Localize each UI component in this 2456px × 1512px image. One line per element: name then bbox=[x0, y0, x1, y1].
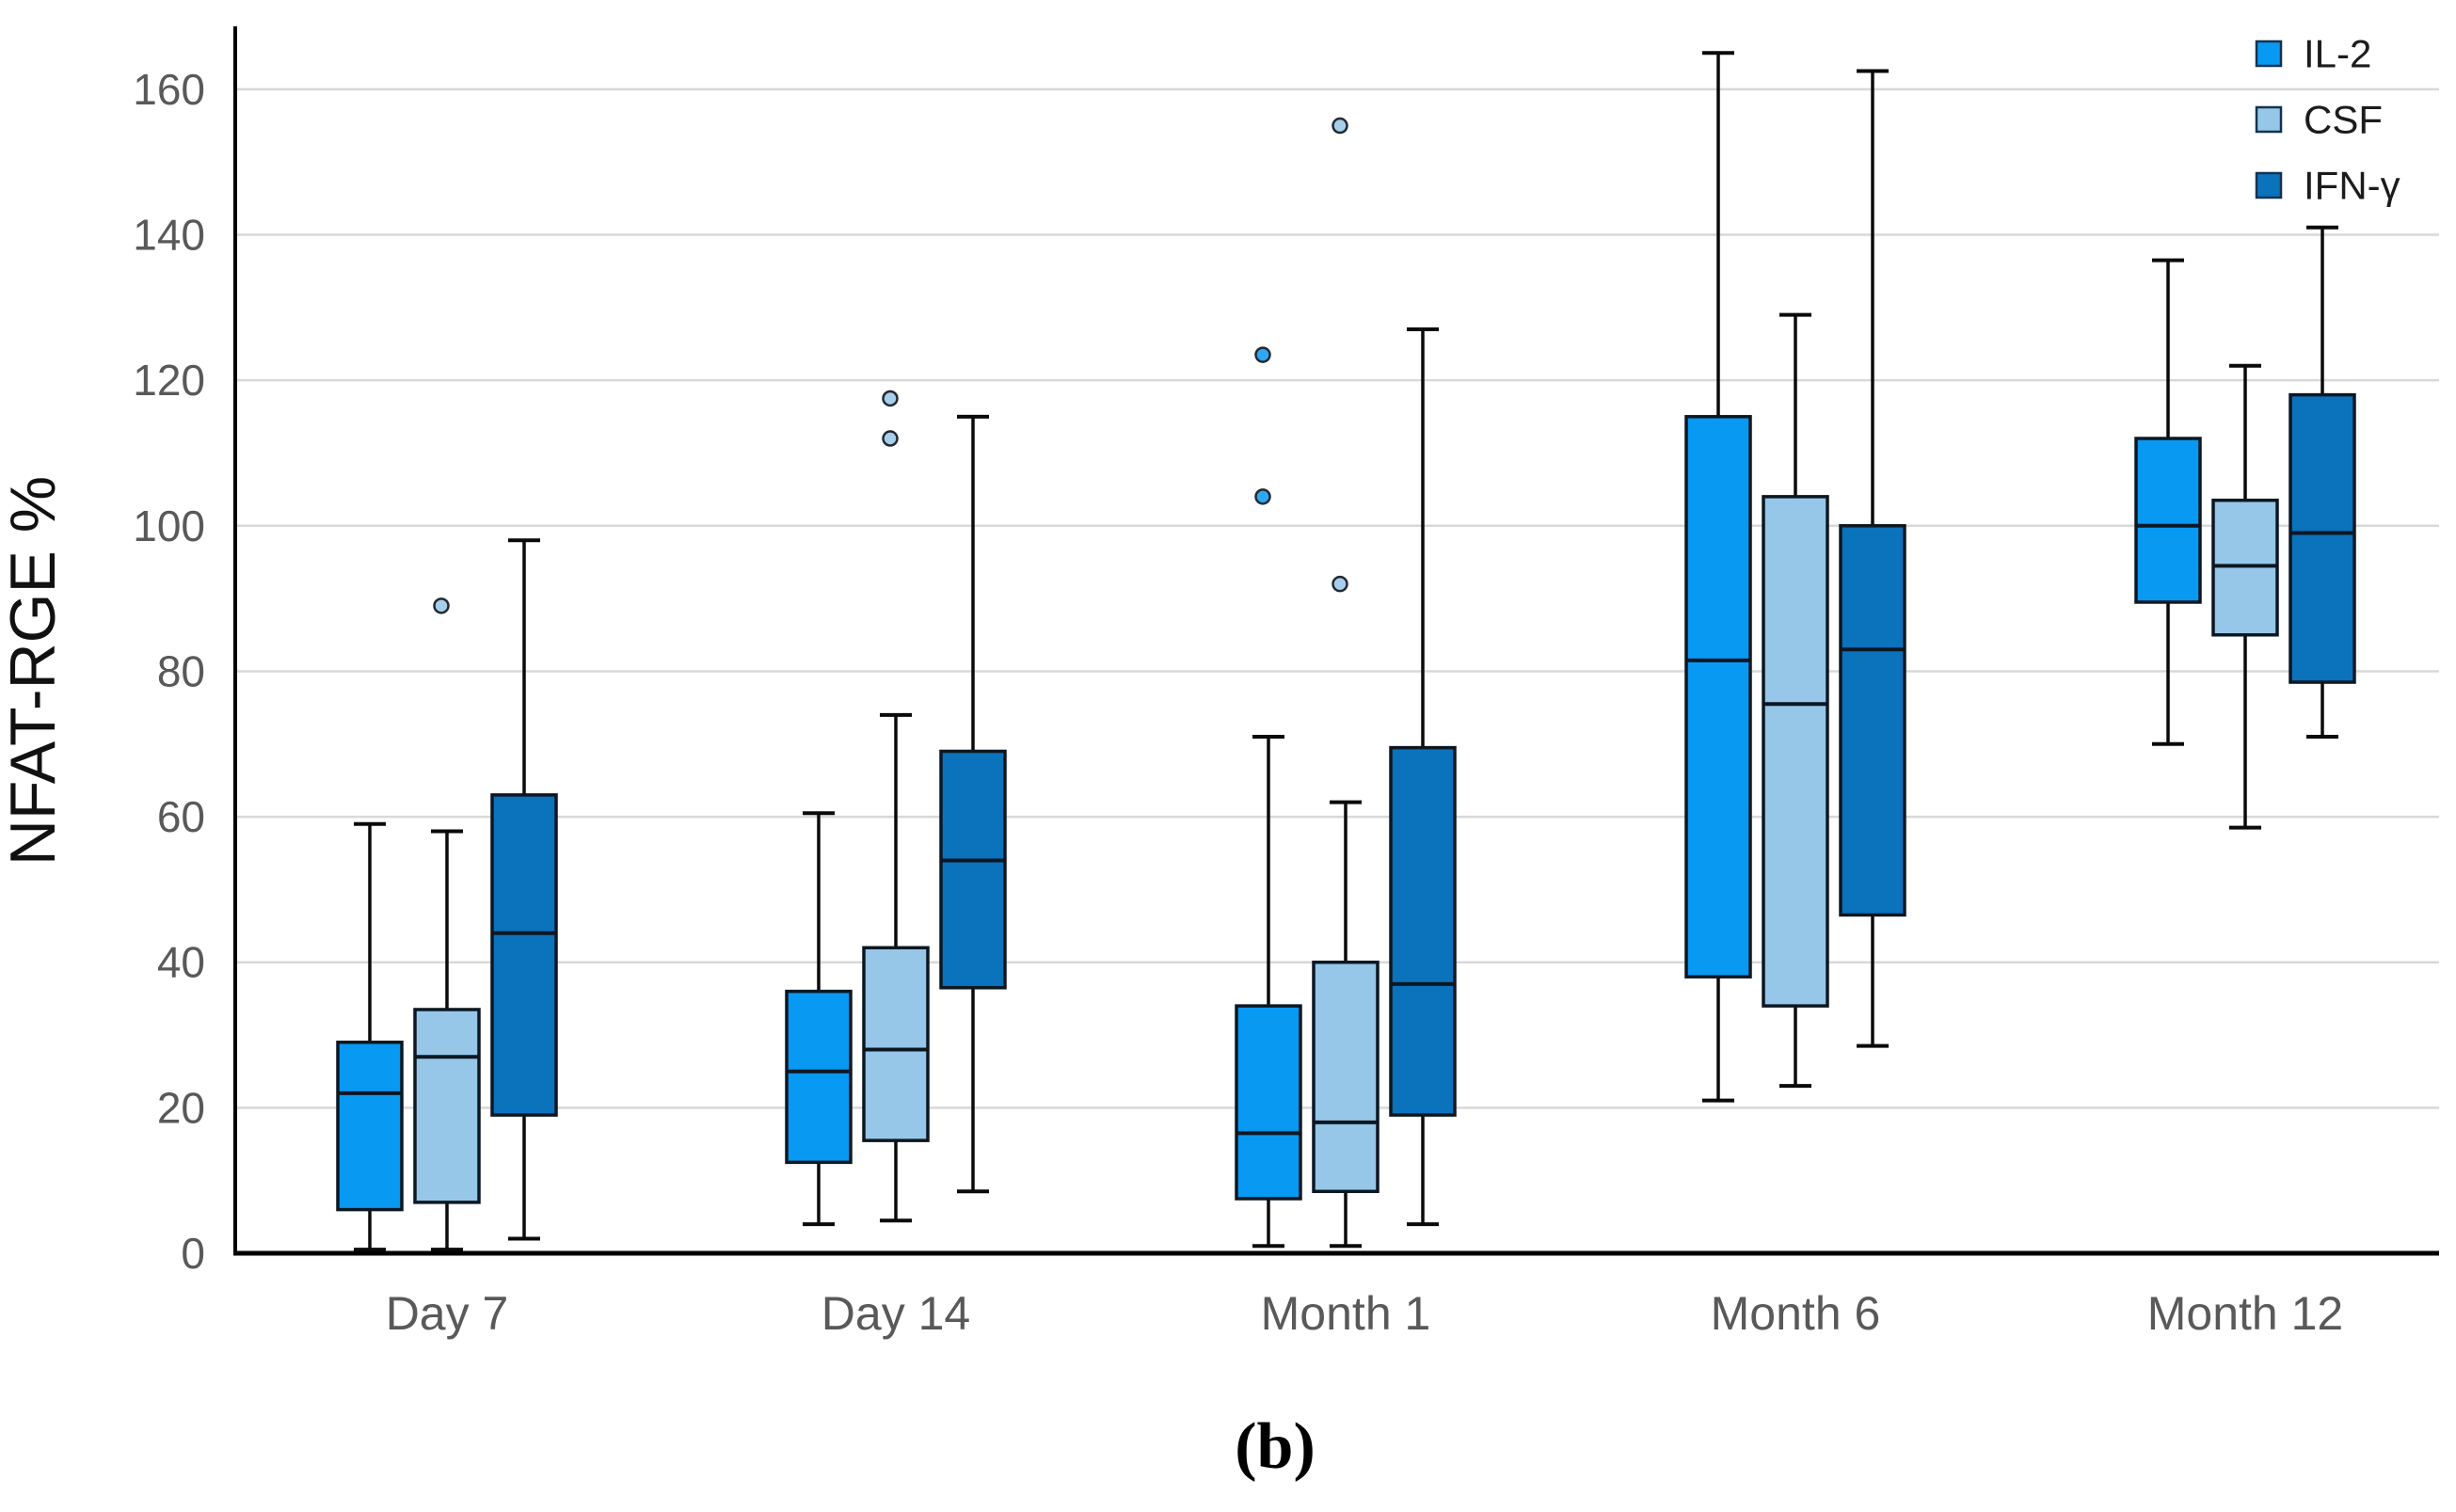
axes bbox=[233, 26, 2439, 1256]
outlier-point bbox=[882, 430, 899, 447]
figure-caption: (b) bbox=[1235, 1410, 1316, 1483]
box-day-7 bbox=[490, 538, 558, 1241]
iqr-box bbox=[785, 989, 853, 1165]
x-category-labels: Day 7 Day 14 Month 1 Month 6 Month 12 bbox=[386, 1287, 2344, 1340]
x-label-month-6: Month 6 bbox=[1711, 1287, 1881, 1340]
outlier-point bbox=[1332, 117, 1348, 135]
box-day-7 bbox=[413, 597, 481, 1252]
y-tick-label-0: 0 bbox=[181, 1229, 205, 1278]
iqr-box bbox=[1312, 960, 1380, 1194]
legend-item-csf: CSF bbox=[2255, 98, 2383, 142]
iqr-box bbox=[1684, 415, 1752, 979]
legend-swatch-icon bbox=[2255, 171, 2283, 199]
legend-swatch-icon bbox=[2255, 105, 2283, 134]
outlier-point bbox=[1254, 488, 1271, 505]
iqr-box bbox=[939, 749, 1007, 990]
legend-item-il-2: IL-2 bbox=[2255, 32, 2371, 76]
box-month-12 bbox=[2211, 363, 2279, 830]
iqr-box bbox=[2289, 392, 2356, 684]
y-tick-label-100: 100 bbox=[133, 501, 205, 550]
series-il-2 bbox=[336, 51, 2202, 1252]
iqr-box bbox=[1762, 495, 1829, 1008]
series-csf bbox=[413, 117, 2279, 1252]
series-ifn- bbox=[490, 69, 2356, 1241]
legend-item-ifn-: IFN-γ bbox=[2255, 164, 2400, 208]
box-month-6 bbox=[1762, 312, 1829, 1089]
iqr-box bbox=[1389, 745, 1457, 1117]
y-tick-label-120: 120 bbox=[133, 356, 205, 405]
legend-label: IFN-γ bbox=[2304, 164, 2400, 208]
iqr-box bbox=[1235, 1004, 1302, 1201]
outlier-point bbox=[882, 390, 899, 407]
box-day-14 bbox=[862, 390, 930, 1223]
y-tick-label-60: 60 bbox=[157, 792, 205, 841]
box-month-1 bbox=[1389, 327, 1457, 1227]
box-day-7 bbox=[336, 821, 404, 1252]
outlier-point bbox=[433, 597, 450, 614]
iqr-box bbox=[413, 1008, 481, 1204]
y-tick-label-20: 20 bbox=[157, 1083, 205, 1132]
iqr-box bbox=[490, 793, 558, 1117]
outlier-point bbox=[1332, 575, 1348, 593]
x-label-month-12: Month 12 bbox=[2147, 1287, 2343, 1340]
box-month-1 bbox=[1235, 346, 1302, 1249]
y-tick-label-140: 140 bbox=[133, 211, 205, 260]
iqr-box bbox=[336, 1041, 404, 1212]
x-label-month-1: Month 1 bbox=[1261, 1287, 1431, 1340]
y-tick-label-160: 160 bbox=[133, 65, 205, 114]
box-month-12 bbox=[2289, 225, 2356, 740]
box-month-6 bbox=[1684, 51, 1752, 1103]
iqr-box bbox=[1839, 524, 1906, 917]
box-day-14 bbox=[785, 811, 853, 1227]
y-axis-title: NFAT-RGE % bbox=[0, 476, 69, 866]
legend-label: CSF bbox=[2304, 98, 2383, 142]
y-tick-label-80: 80 bbox=[157, 646, 205, 695]
gridlines bbox=[235, 88, 2439, 1109]
iqr-box bbox=[2134, 437, 2202, 604]
box-month-6 bbox=[1839, 69, 1906, 1048]
outlier-point bbox=[1254, 346, 1271, 363]
box-month-12 bbox=[2134, 258, 2202, 746]
legend: IL-2 CSF IFN-γ bbox=[2255, 32, 2400, 208]
y-tick-label-40: 40 bbox=[157, 938, 205, 987]
x-label-day-7: Day 7 bbox=[386, 1287, 509, 1340]
box-month-1 bbox=[1312, 117, 1380, 1249]
iqr-box bbox=[862, 946, 930, 1142]
legend-swatch-icon bbox=[2255, 40, 2283, 68]
x-label-day-14: Day 14 bbox=[821, 1287, 970, 1340]
y-tick-labels: 0 20 40 60 80 100 120 140 160 bbox=[133, 65, 205, 1278]
legend-label: IL-2 bbox=[2304, 32, 2371, 76]
box-day-14 bbox=[939, 414, 1007, 1194]
